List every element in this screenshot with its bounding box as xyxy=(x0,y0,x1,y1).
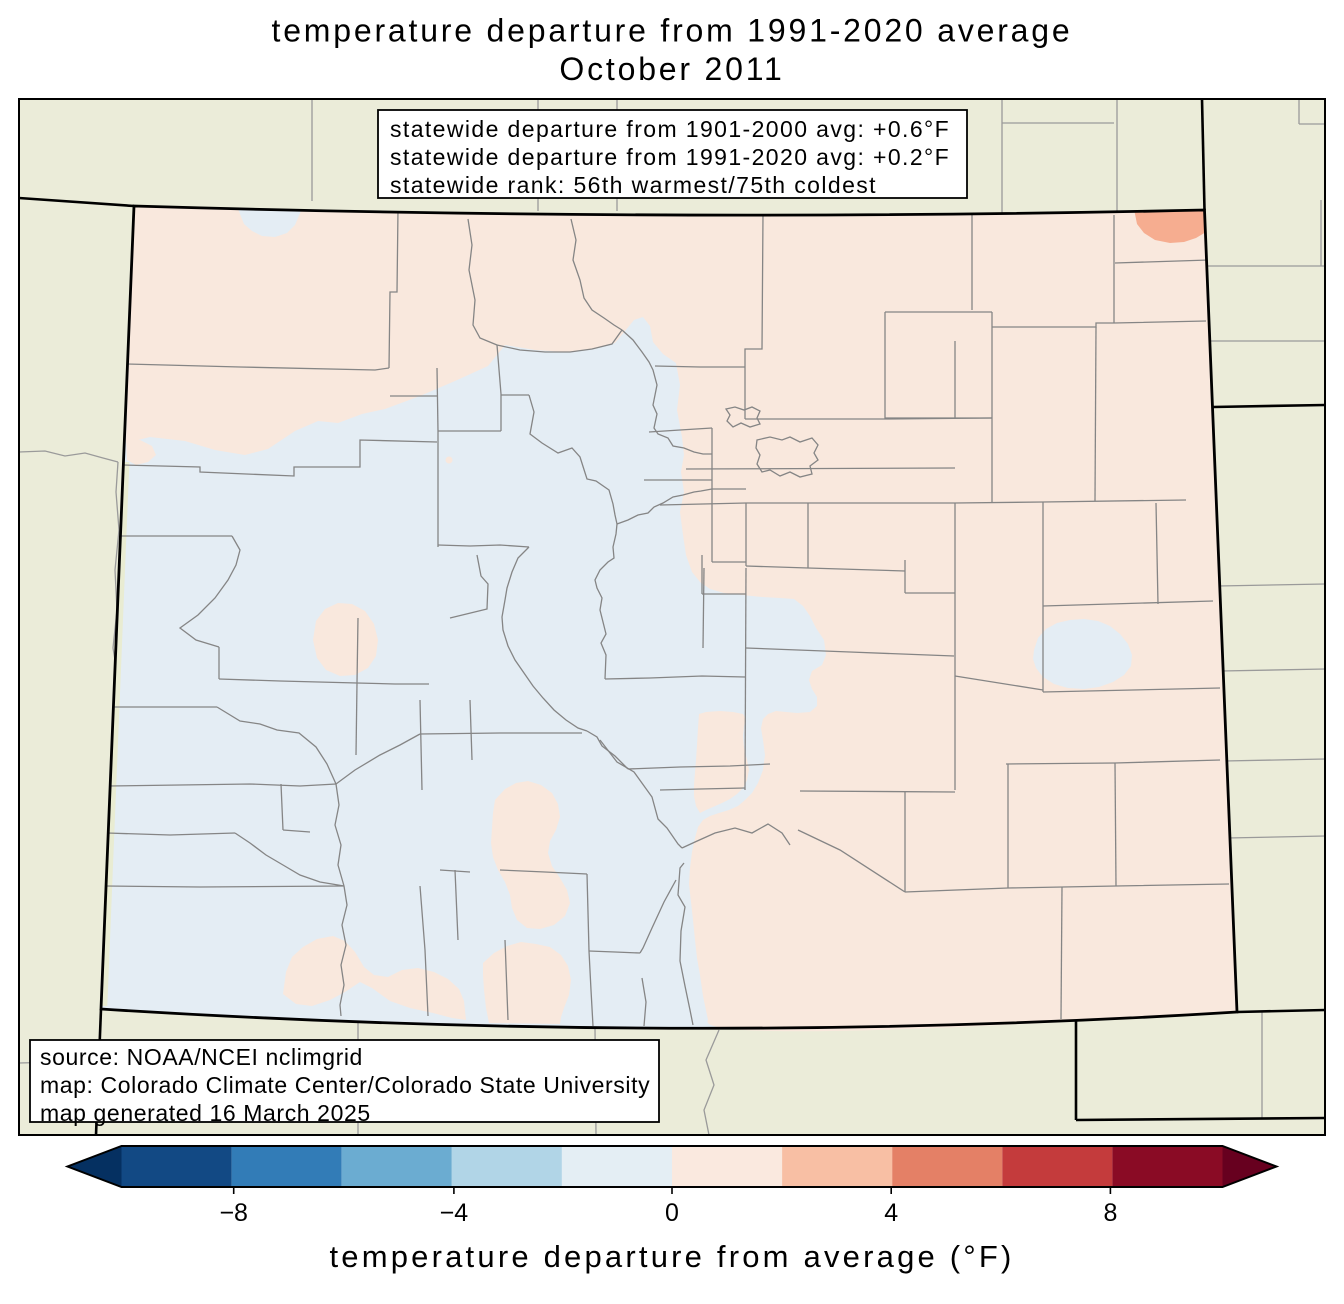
svg-text:map generated 16 March 2025: map generated 16 March 2025 xyxy=(40,1100,371,1126)
svg-text:statewide departure from 1901-: statewide departure from 1901-2000 avg: … xyxy=(390,116,950,142)
svg-text:map: Colorado Climate Center/C: map: Colorado Climate Center/Colorado St… xyxy=(40,1072,650,1098)
svg-text:0: 0 xyxy=(665,1199,679,1227)
svg-text:temperature departure from ave: temperature departure from average (°F) xyxy=(329,1239,1014,1274)
svg-text:−4: −4 xyxy=(440,1199,469,1227)
svg-text:8: 8 xyxy=(1103,1199,1117,1227)
svg-text:source: NOAA/NCEI nclimgrid: source: NOAA/NCEI nclimgrid xyxy=(40,1044,363,1070)
svg-text:statewide departure from 1991-: statewide departure from 1991-2020 avg: … xyxy=(390,144,950,170)
svg-text:October 2011: October 2011 xyxy=(559,51,784,87)
svg-text:temperature departure from 199: temperature departure from 1991-2020 ave… xyxy=(272,13,1073,49)
svg-text:4: 4 xyxy=(884,1199,898,1227)
svg-text:−8: −8 xyxy=(219,1199,248,1227)
svg-text:statewide rank: 56th warmest/7: statewide rank: 56th warmest/75th coldes… xyxy=(390,172,877,198)
